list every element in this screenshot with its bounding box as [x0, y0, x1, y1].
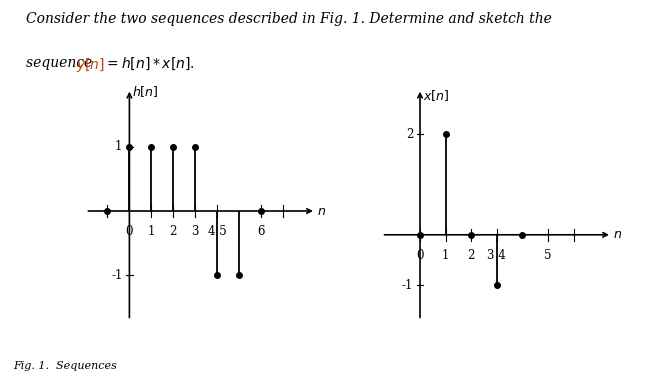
- Text: $= h[n] * x[n].$: $= h[n] * x[n].$: [104, 56, 195, 72]
- Text: -1: -1: [111, 269, 122, 282]
- Text: 4 5: 4 5: [208, 225, 226, 239]
- Text: $y[n]$: $y[n]$: [76, 56, 105, 74]
- Text: 2: 2: [468, 249, 475, 262]
- Text: 2: 2: [406, 128, 413, 141]
- Text: 1: 1: [147, 225, 155, 239]
- Text: 6: 6: [257, 225, 265, 239]
- Text: $x[n]$: $x[n]$: [422, 88, 449, 103]
- Text: 1: 1: [115, 140, 122, 153]
- Text: sequence: sequence: [26, 56, 97, 70]
- Text: 1: 1: [442, 249, 449, 262]
- Text: 0: 0: [417, 249, 424, 262]
- Text: Fig. 1.  Sequences: Fig. 1. Sequences: [13, 361, 117, 371]
- Text: 3: 3: [191, 225, 199, 239]
- Text: $n$: $n$: [613, 228, 622, 241]
- Text: -1: -1: [402, 279, 413, 292]
- Text: 5: 5: [544, 249, 551, 262]
- Text: 2: 2: [170, 225, 177, 239]
- Text: $h[n]$: $h[n]$: [132, 84, 158, 98]
- Text: $n$: $n$: [317, 205, 326, 218]
- Text: 3 4: 3 4: [488, 249, 506, 262]
- Text: Consider the two sequences described in Fig. 1. Determine and sketch the: Consider the two sequences described in …: [26, 12, 552, 25]
- Text: 0: 0: [126, 225, 133, 239]
